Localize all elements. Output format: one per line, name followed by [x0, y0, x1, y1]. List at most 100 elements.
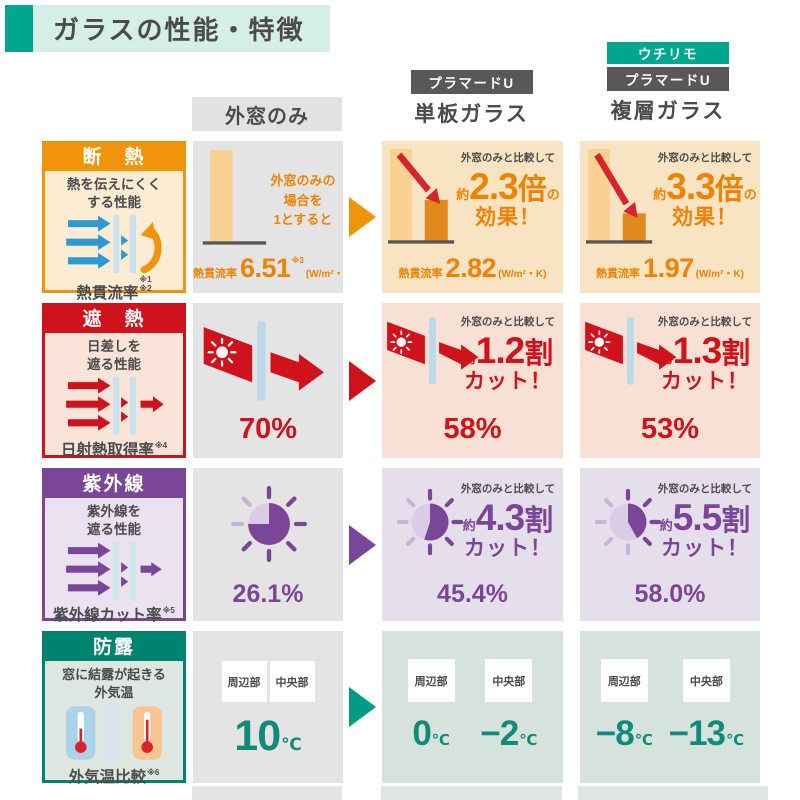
row-header: 遮 熱 — [45, 306, 183, 333]
area-tag-edge: 周辺部 — [407, 659, 455, 702]
row-metric-label: 外気温比較 ※6 — [68, 768, 160, 787]
uv-row-label: 紫外線 紫外線を 遮る性能 紫外線カット率 ※5 — [42, 468, 186, 624]
percent-value: 45.4% — [437, 580, 508, 608]
row-header: 断 熱 — [45, 144, 183, 171]
dew-single-cell: 周辺部 0℃ 中央部 −2℃ — [382, 631, 563, 783]
column-name: 複層ガラス — [610, 100, 726, 123]
column-name: 単板ガラス — [414, 103, 529, 126]
center-temp-group: 中央部 −2℃ — [480, 659, 537, 754]
uv-arrows-icon — [45, 539, 183, 603]
brand-badge: プラマードU — [607, 67, 729, 91]
area-tag-center: 中央部 — [269, 661, 315, 702]
effect-label: 効果！ — [475, 205, 541, 229]
insulation-double-cell: 外窓のみと比較して 約3.3倍の 効果！ 熱貫流率 1.97 (W/m²・K) — [580, 141, 760, 293]
flow-arrow-icon — [343, 631, 382, 783]
compare-block: 外窓のみと比較して 約5.5割 カット！ — [651, 483, 759, 560]
title-accent-square — [5, 5, 33, 52]
metric-value: 熱貫流率 1.97 (W/m²・K) — [596, 253, 744, 283]
factor-value: 約1.2割 — [462, 329, 554, 371]
row-metric-label: 熱貫流率 ※1 ※2 — [76, 275, 152, 303]
effect-label: カット！ — [661, 536, 749, 560]
row-metric-label: 日射熱取得率 ※4 — [60, 441, 168, 460]
percent-value: 70% — [238, 413, 298, 445]
temp-value: −13℃ — [668, 714, 745, 753]
column-header-outer-only: 外窓のみ — [192, 97, 342, 131]
effect-label: 効果！ — [672, 205, 738, 229]
bars-compare-icon — [586, 148, 653, 244]
outer-only-label: 外窓のみ — [225, 105, 309, 128]
insulation-row-label: 断 熱 熱を伝えにくく する性能 熱貫流率 ※1 ※ — [42, 141, 186, 302]
shading-outer-cell: 70% — [193, 303, 343, 458]
row-metric-label: 紫外線カット率 ※5 — [53, 606, 175, 625]
uv-single-cell: 外窓のみと比較して 約4.3割 カット！ 45.4% — [382, 468, 563, 621]
factor-value: 約5.5割 — [659, 496, 751, 538]
area-tags: 周辺部 中央部 — [193, 661, 343, 702]
column-header-double-glass: ウチリモ プラマードU 複層ガラス — [578, 42, 758, 125]
baseline-caption: 外窓のみの 場合を 1とすると — [270, 173, 336, 227]
bottom-strip — [192, 786, 342, 800]
compare-note: 外窓のみと比較して — [657, 152, 753, 164]
effect-label: カット！ — [464, 536, 552, 560]
row-header: 防露 — [45, 634, 183, 661]
uv-pie-sun-icon — [594, 488, 662, 556]
compare-block: 外窓のみと比較して 約2.3倍の 効果！ — [454, 152, 562, 229]
row-description: 窓に結露が起きる 外気温 — [62, 667, 166, 700]
brand-badge: プラマードU — [410, 70, 533, 94]
sun-heat-arrow-icon — [203, 321, 324, 401]
sun-heat-arrow-icon — [387, 316, 479, 385]
thermometer-icon — [45, 701, 183, 765]
flow-arrow-icon — [343, 141, 382, 293]
flow-arrow-icon — [343, 303, 382, 458]
dew-outer-cell: 周辺部 中央部 10℃ — [193, 631, 343, 783]
bottom-strip — [381, 786, 562, 800]
temp-value: 0℃ — [412, 714, 450, 753]
factor-value: 約4.3割 — [462, 496, 554, 538]
percent-value: 53% — [640, 413, 700, 445]
compare-note: 外窓のみと比較して — [460, 483, 556, 495]
area-tag-center: 中央部 — [682, 659, 730, 702]
area-tag-edge: 周辺部 — [600, 659, 648, 702]
compare-note: 外窓のみと比較して — [657, 483, 753, 495]
temp-value: 10℃ — [234, 712, 302, 760]
row-description: 日差しを 遮る性能 — [87, 339, 141, 373]
page-title: ガラスの性能・特徴 — [33, 5, 331, 52]
dew-row-label: 防露 窓に結露が起きる 外気温 — [42, 631, 186, 786]
bars-compare-icon — [388, 148, 455, 244]
sun-arrows-icon — [45, 374, 183, 438]
compare-block: 外窓のみと比較して 約3.3倍の 効果！ — [651, 152, 759, 229]
heat-arrows-icon — [45, 212, 183, 276]
uv-double-cell: 外窓のみと比較して 約5.5割 カット！ 58.0% — [580, 468, 760, 621]
row-header: 紫外線 — [45, 471, 183, 498]
page-title-bar: ガラスの性能・特徴 — [5, 5, 331, 52]
factor-value: 約1.3割 — [659, 329, 751, 371]
row-description: 熱を伝えにくく する性能 — [66, 177, 162, 211]
percent-value: 58.0% — [634, 580, 706, 608]
edge-temp-group: 周辺部 0℃ — [407, 659, 455, 754]
flow-arrow-icon — [343, 468, 382, 621]
effect-label: カット！ — [661, 369, 749, 393]
comparison-grid: 断 熱 熱を伝えにくく する性能 熱貫流率 ※1 ※ — [42, 141, 760, 786]
compare-block: 外窓のみと比較して 約4.3割 カット！ — [454, 483, 562, 560]
percent-value: 26.1% — [232, 580, 304, 608]
row-description: 紫外線を 遮る性能 — [87, 504, 141, 538]
temp-value: −8℃ — [595, 714, 653, 753]
uchirimo-badge: ウチリモ — [607, 42, 729, 64]
bar-chart-icon — [202, 149, 267, 245]
compare-note: 外窓のみと比較して — [657, 316, 753, 328]
compare-block: 外窓のみと比較して 約1.3割 カット！ — [651, 316, 759, 393]
uv-pie-sun-icon — [231, 486, 307, 562]
shading-single-cell: 外窓のみと比較して 約1.2割 カット！ 58% — [382, 303, 563, 458]
percent-value: 58% — [443, 413, 502, 445]
uv-pie-sun-icon — [396, 488, 464, 556]
column-header-single-glass: プラマードU 単板ガラス — [381, 70, 562, 128]
temp-value: −2℃ — [480, 714, 538, 753]
edge-temp-group: 周辺部 −8℃ — [596, 659, 653, 754]
sun-heat-arrow-icon — [585, 316, 677, 385]
compare-note: 外窓のみと比較して — [460, 316, 556, 328]
factor-value: 約3.3倍の — [653, 165, 757, 207]
center-temp-group: 中央部 −13℃ — [668, 659, 745, 754]
area-tag-edge: 周辺部 — [221, 661, 267, 702]
shading-double-cell: 外窓のみと比較して 約1.3割 カット！ 53% — [580, 303, 760, 458]
uv-outer-cell: 26.1% — [193, 468, 343, 621]
